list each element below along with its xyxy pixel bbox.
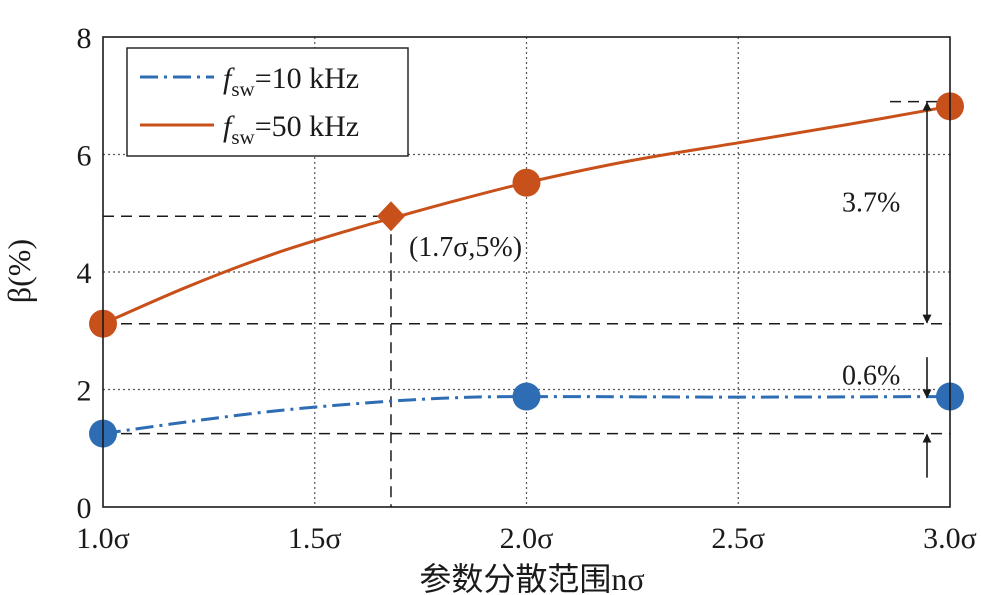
- y-tick-label: 6: [77, 140, 92, 173]
- legend-box: [126, 47, 409, 157]
- annotation-label-large: 3.7%: [842, 188, 900, 219]
- x-tick-label: 3.0σ: [923, 522, 977, 555]
- x-tick-label: 1.0σ: [76, 522, 130, 555]
- x-axis-title: 参数分散范围nσ: [419, 561, 644, 595]
- legend-label-10khz: fsw=10 kHz: [223, 62, 359, 101]
- y-axis-title: β(%): [1, 239, 37, 303]
- y-tick-label: 0: [77, 492, 92, 525]
- legend-label-50khz: fsw=50 kHz: [223, 110, 359, 149]
- x-tick-label: 2.0σ: [500, 522, 554, 555]
- y-tick-label: 4: [77, 257, 92, 290]
- legend-label-10khz-rest: =10 kHz: [255, 62, 359, 95]
- highlight-diamond-marker: [376, 201, 405, 232]
- y-tick-label: 8: [77, 22, 92, 55]
- plot-frame: [102, 36, 951, 508]
- x-tick-label: 2.5σ: [711, 522, 765, 555]
- legend: fsw=10 kHz fsw=50 kHz: [126, 47, 409, 157]
- x-tick-label: 1.5σ: [288, 522, 342, 555]
- y-tick-labels: 0 2 4 6 8: [77, 22, 92, 525]
- legend-label-50khz-sub: sw: [231, 125, 255, 149]
- series-line-50khz: [102, 104, 951, 326]
- data-point-marker: [512, 168, 541, 197]
- x-tick-labels: 1.0σ 1.5σ 2.0σ 2.5σ 3.0σ: [76, 522, 977, 555]
- annotation-label-small: 0.6%: [842, 361, 900, 392]
- reference-lines: [103, 100, 950, 507]
- series-line-10khz: [102, 395, 951, 436]
- legend-label-10khz-sub: sw: [231, 77, 255, 101]
- data-point-marker: [512, 382, 541, 411]
- highlight-point-label: (1.7σ,5%): [409, 232, 522, 263]
- legend-label-50khz-rest: =50 kHz: [255, 110, 359, 143]
- y-tick-label: 2: [77, 375, 92, 408]
- series-lines: [102, 104, 951, 436]
